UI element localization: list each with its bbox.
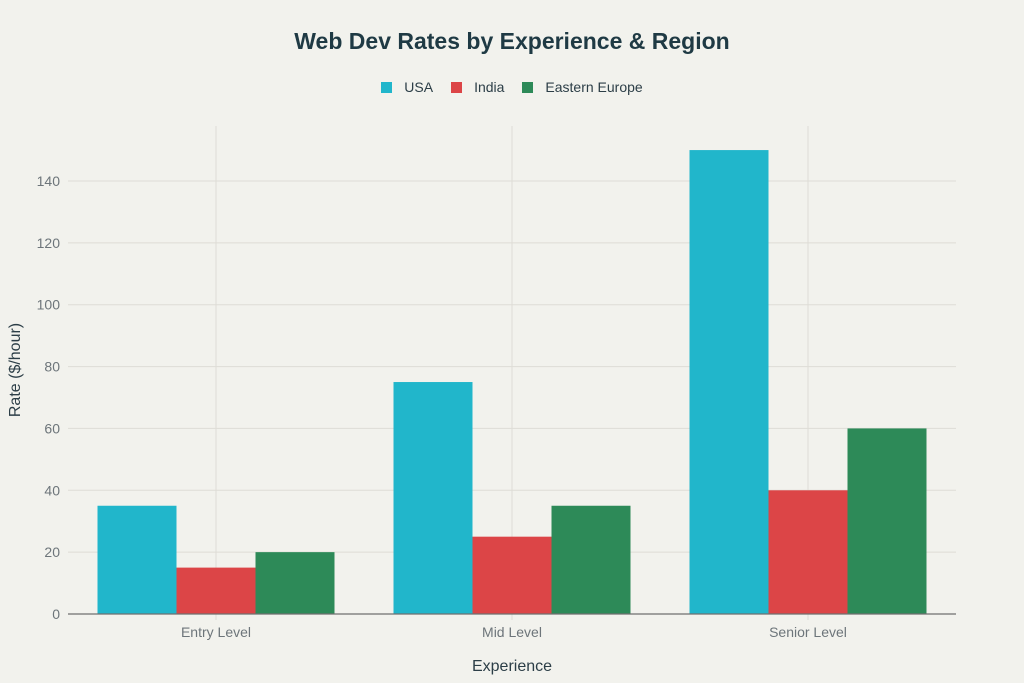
bars xyxy=(97,150,927,615)
x-tick-label: Mid Level xyxy=(482,624,542,640)
y-tick-label: 60 xyxy=(44,420,60,436)
bar-india xyxy=(768,490,848,614)
legend-item[interactable]: USA xyxy=(381,79,433,95)
bar-usa xyxy=(689,150,769,615)
legend-label: India xyxy=(474,79,505,95)
y-tick-label: 40 xyxy=(44,482,60,498)
legend-label: USA xyxy=(404,79,434,95)
bar-usa xyxy=(97,505,177,614)
x-tick-label: Senior Level xyxy=(769,624,847,640)
axes: 0 20 40 60 80 100 120 140 Entry Level Mid Level Se… xyxy=(37,173,956,640)
legend-swatch xyxy=(522,81,534,93)
y-tick-label: 80 xyxy=(44,359,60,375)
x-axis-label: Experience xyxy=(472,658,552,675)
legend-swatch xyxy=(451,81,463,93)
bar-india xyxy=(176,567,256,614)
bar-eastern-europe xyxy=(255,552,335,614)
x-tick-label: Entry Level xyxy=(181,624,251,640)
legend-label: Eastern Europe xyxy=(545,79,643,95)
legend-swatch xyxy=(381,81,393,93)
bar-india xyxy=(472,536,552,614)
bar-eastern-europe xyxy=(551,505,631,614)
y-tick-label: 20 xyxy=(44,544,60,560)
y-tick-label: 100 xyxy=(37,297,61,313)
legend-item[interactable]: India xyxy=(451,79,504,95)
bar-eastern-europe xyxy=(847,428,927,614)
y-tick-label: 140 xyxy=(37,173,61,189)
y-tick-label: 120 xyxy=(37,235,61,251)
legend: USA India Eastern Europe xyxy=(0,79,1024,95)
y-axis-label: Rate ($/hour) xyxy=(7,323,24,417)
y-tick-label: 0 xyxy=(52,606,60,622)
legend-item[interactable]: Eastern Europe xyxy=(522,79,643,95)
chart-title: Web Dev Rates by Experience & Region xyxy=(294,28,730,54)
bar-usa xyxy=(393,382,473,614)
